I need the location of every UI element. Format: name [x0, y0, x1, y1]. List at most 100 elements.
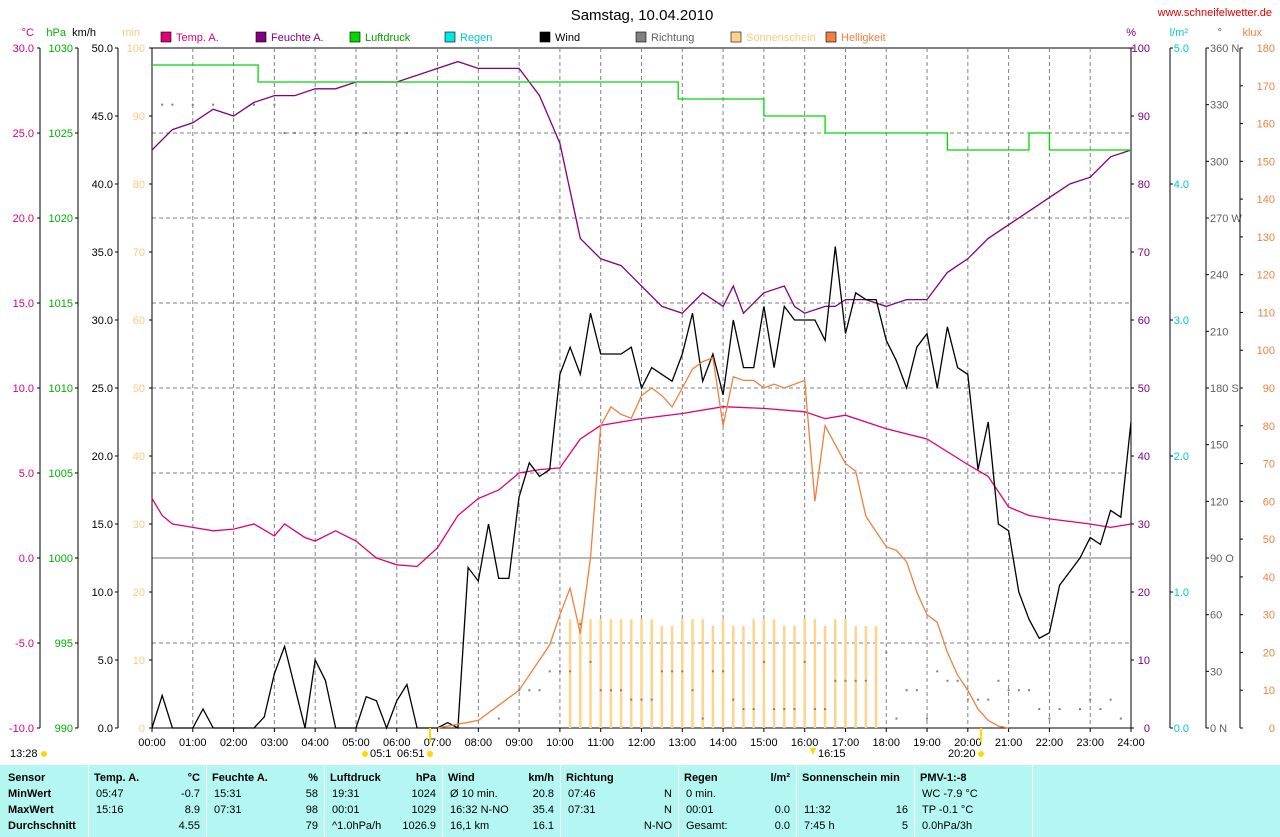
tick-label-time: 20:00 [954, 737, 982, 749]
direction-point [987, 698, 990, 701]
tick-label-wind: 40.0 [92, 179, 113, 191]
legend-label: Regen [460, 32, 492, 44]
tick-label-brightness: 180 [1257, 43, 1275, 55]
tick-label-pressure: 1030 [49, 43, 73, 55]
tick-label-sun: 20 [133, 587, 145, 599]
tick-label-temp: 25.0 [13, 128, 34, 140]
stats-value: -0.7 [181, 788, 200, 800]
weather-chart: Samstag, 10.04.2010 www.schneifelwetter.… [8, 7, 1275, 760]
series-line-helligkeit [437, 356, 1009, 729]
direction-point [589, 660, 592, 663]
tick-label-sun: 30 [133, 519, 145, 531]
direction-point [905, 689, 908, 692]
tick-label-time: 19:00 [913, 737, 941, 749]
direction-point [538, 689, 541, 692]
stats-time: ^1.0hPa/h [332, 820, 382, 832]
tick-label-humidity: 70 [1138, 247, 1150, 259]
tick-label-temp: -5.0 [15, 638, 34, 650]
tick-label-humidity: 50 [1138, 383, 1150, 395]
stats-header: Sonnenschein min [802, 772, 900, 784]
stats-time: 15:16 [96, 804, 124, 816]
direction-point [1119, 717, 1122, 720]
direction-point [630, 698, 633, 701]
stats-unit: l/m² [770, 772, 790, 784]
direction-point [650, 698, 653, 701]
tick-label-time: 24:00 [1117, 737, 1145, 749]
direction-point [293, 132, 296, 134]
direction-point [773, 708, 776, 711]
direction-point [681, 670, 684, 673]
tick-label-wind: 25.0 [92, 383, 113, 395]
stats-time: 0 min. [686, 788, 716, 800]
unit-wind: km/h [72, 27, 96, 39]
direction-point [548, 670, 551, 673]
stats-value: 1029 [411, 804, 436, 816]
tick-label-brightness: 30 [1263, 610, 1275, 622]
tick-label-time: 08:00 [465, 737, 493, 749]
tick-label-sun: 50 [133, 383, 145, 395]
direction-point [813, 708, 816, 711]
tick-label-direction: 360 N [1210, 43, 1239, 55]
legend-swatch [349, 31, 361, 43]
stats-header: PMV-1:-8 [920, 772, 967, 784]
stats-unit: hPa [415, 772, 436, 784]
tick-label-direction: 90 O [1210, 553, 1234, 565]
tick-label-brightness: 130 [1257, 232, 1275, 244]
tick-label-direction: 120 [1210, 496, 1228, 508]
direction-point [365, 132, 368, 134]
stats-unit: °C [187, 772, 200, 784]
direction-point [1048, 717, 1051, 720]
tick-label-humidity: 90 [1138, 111, 1150, 123]
legend-swatch [635, 31, 647, 43]
tick-label-wind: 50.0 [92, 43, 113, 55]
stats-header: Richtung [566, 772, 614, 784]
unit-temp: °C [22, 27, 34, 39]
tick-label-brightness: 120 [1257, 270, 1275, 282]
stats-value: 58 [305, 788, 318, 800]
sunset-icon [978, 751, 984, 757]
tick-label-temp: 20.0 [13, 213, 34, 225]
tick-label-humidity: 80 [1138, 179, 1150, 191]
legend-label: Sonnenschein [746, 32, 816, 44]
tick-label-pressure: 990 [55, 723, 73, 735]
tick-label-brightness: 60 [1263, 496, 1275, 508]
tick-label-rain: 4.0 [1174, 179, 1189, 191]
noon-label: 16:15 [818, 748, 846, 760]
direction-point [926, 717, 929, 720]
direction-point [395, 132, 398, 134]
tick-label-direction: 180 S [1210, 383, 1239, 395]
direction-point [660, 670, 663, 673]
tick-label-brightness: 10 [1263, 685, 1275, 697]
unit-direction: ° [1218, 27, 1222, 39]
axes: 30.025.020.015.010.05.00.0-5.0-10.010301… [9, 27, 1275, 749]
tick-label-sun: 60 [133, 315, 145, 327]
direction-point [1028, 689, 1031, 692]
tick-label-sun: 100 [127, 43, 145, 55]
direction-point [620, 689, 623, 692]
direction-point [844, 679, 847, 682]
tick-label-humidity: 40 [1138, 451, 1150, 463]
stats-value: 5 [901, 820, 908, 832]
direction-point [824, 708, 827, 711]
direction-point [273, 103, 276, 106]
tick-label-brightness: 40 [1263, 572, 1275, 584]
stats-column: PMV-1:-8 WC -7.9 °C TP -0.1 °C 0.0hPa/3h [914, 765, 1033, 837]
direction-point [283, 132, 286, 134]
stats-time: 7:45 h [804, 820, 835, 832]
legend-swatch [444, 31, 456, 43]
stats-time: 07:31 [568, 804, 596, 816]
direction-point [732, 698, 735, 701]
direction-point [599, 689, 602, 692]
tick-label-sun: 70 [133, 247, 145, 259]
website-link[interactable]: www.schneifelwetter.de [1157, 7, 1272, 19]
unit-rain: l/m² [1170, 27, 1189, 39]
tick-label-direction: 330 [1210, 100, 1228, 112]
direction-point [762, 660, 765, 663]
direction-point [1007, 689, 1010, 692]
stats-value: 1024 [411, 788, 436, 800]
stats-time: 16:32 N-NO [450, 804, 509, 816]
stats-value: 79 [305, 820, 318, 832]
tick-label-wind: 10.0 [92, 587, 113, 599]
tick-label-time: 23:00 [1076, 737, 1104, 749]
unit-humidity: % [1126, 27, 1136, 39]
